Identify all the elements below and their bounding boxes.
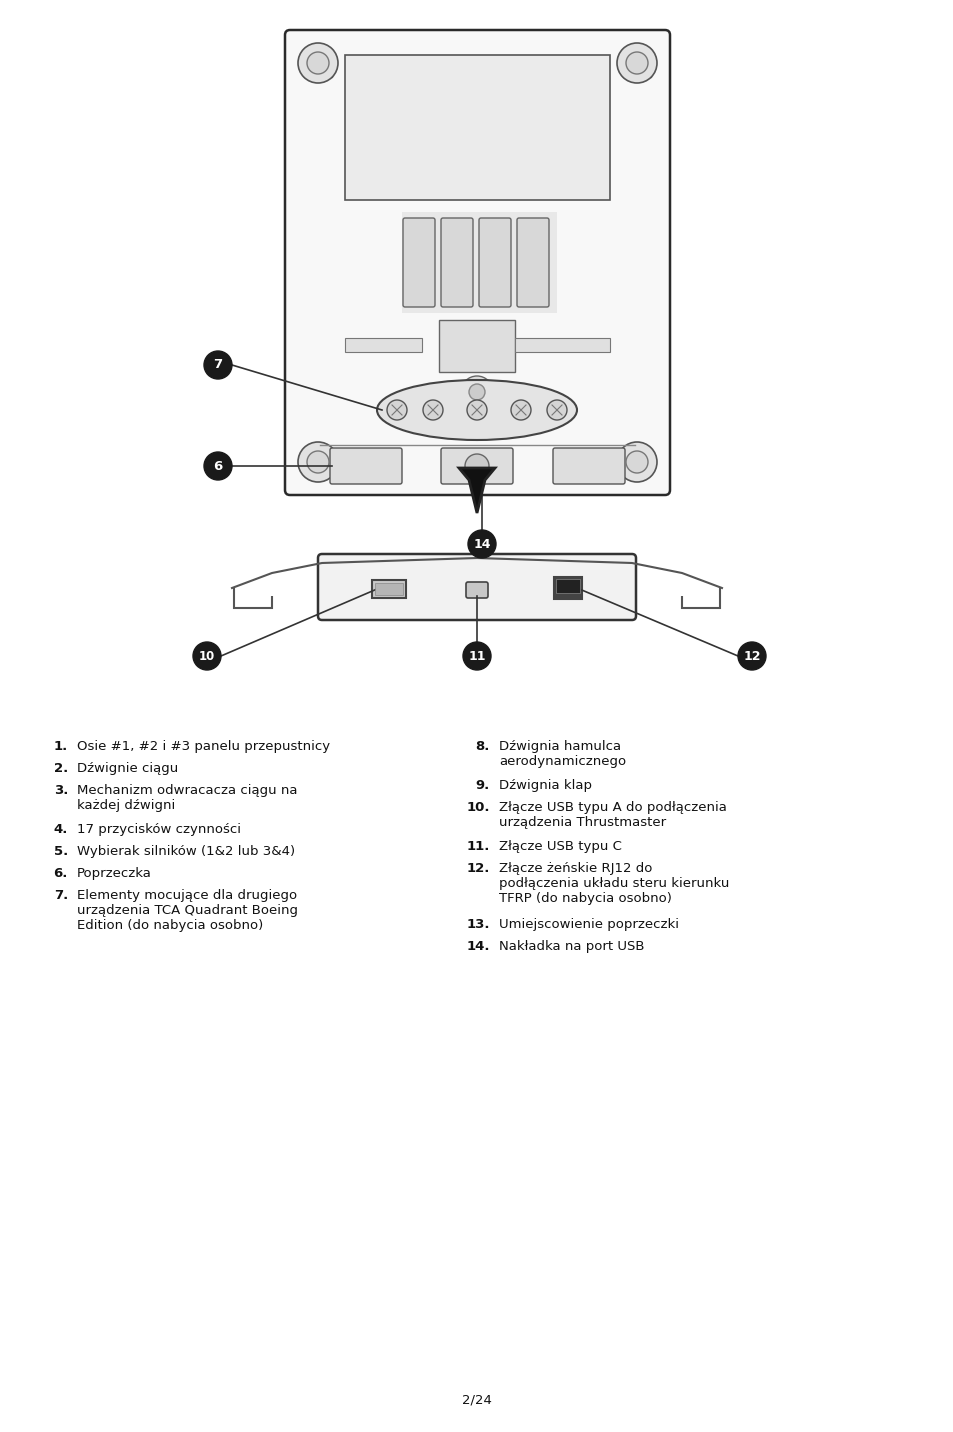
- Text: 7: 7: [213, 358, 222, 371]
- Text: 11: 11: [468, 650, 485, 663]
- Bar: [372, 580, 406, 599]
- Bar: [345, 54, 609, 200]
- Circle shape: [625, 451, 647, 473]
- FancyBboxPatch shape: [440, 218, 473, 306]
- Polygon shape: [458, 468, 495, 513]
- Circle shape: [297, 442, 337, 483]
- FancyBboxPatch shape: [317, 554, 636, 620]
- Text: 6: 6: [213, 460, 222, 473]
- Circle shape: [204, 351, 232, 379]
- Circle shape: [625, 52, 647, 74]
- Text: 17 przycisków czynności: 17 przycisków czynności: [77, 823, 241, 836]
- Circle shape: [511, 400, 531, 420]
- Text: 2.: 2.: [53, 762, 68, 775]
- Text: Poprzeczka: Poprzeczka: [77, 866, 152, 881]
- Text: 4.: 4.: [53, 823, 68, 836]
- Text: 14.: 14.: [466, 939, 490, 954]
- Circle shape: [617, 442, 657, 483]
- Text: Dźwignia hamulca
aerodynamicznego: Dźwignia hamulca aerodynamicznego: [498, 740, 625, 768]
- Text: 1.: 1.: [53, 740, 68, 753]
- FancyBboxPatch shape: [440, 448, 513, 484]
- Circle shape: [467, 400, 486, 420]
- Text: 10.: 10.: [466, 800, 490, 813]
- FancyBboxPatch shape: [517, 218, 548, 306]
- Circle shape: [307, 451, 329, 473]
- Circle shape: [387, 400, 407, 420]
- Text: Osie #1, #2 i #3 panelu przepustnicy: Osie #1, #2 i #3 panelu przepustnicy: [77, 740, 330, 753]
- Circle shape: [462, 642, 491, 670]
- FancyBboxPatch shape: [285, 30, 669, 495]
- Bar: [556, 579, 579, 593]
- Bar: [515, 338, 609, 352]
- Circle shape: [617, 43, 657, 83]
- Text: Wybierak silników (1&2 lub 3&4): Wybierak silników (1&2 lub 3&4): [77, 845, 294, 858]
- Text: 14: 14: [473, 537, 490, 550]
- Text: 6.: 6.: [53, 866, 68, 881]
- Ellipse shape: [376, 379, 577, 440]
- Circle shape: [193, 642, 221, 670]
- Bar: [554, 577, 581, 599]
- Text: 5.: 5.: [53, 845, 68, 858]
- Circle shape: [460, 377, 493, 408]
- Circle shape: [546, 400, 566, 420]
- Text: 12: 12: [742, 650, 760, 663]
- Text: Nakładka na port USB: Nakładka na port USB: [498, 939, 644, 954]
- Text: 8.: 8.: [476, 740, 490, 753]
- Text: Elementy mocujące dla drugiego
urządzenia TCA Quadrant Boeing
Edition (do nabyci: Elementy mocujące dla drugiego urządzeni…: [77, 889, 297, 932]
- Text: 13.: 13.: [466, 918, 490, 931]
- Circle shape: [307, 52, 329, 74]
- Circle shape: [464, 454, 489, 478]
- Text: Złącze żeńskie RJ12 do
podłączenia układu steru kierunku
TFRP (do nabycia osobno: Złącze żeńskie RJ12 do podłączenia układ…: [498, 862, 729, 905]
- FancyBboxPatch shape: [402, 218, 435, 306]
- Text: Mechanizm odwracacza ciągu na
każdej dźwigni: Mechanizm odwracacza ciągu na każdej dźw…: [77, 783, 297, 812]
- Text: Złącze USB typu A do podłączenia
urządzenia Thrustmaster: Złącze USB typu A do podłączenia urządze…: [498, 800, 726, 829]
- Bar: [438, 319, 515, 372]
- Circle shape: [468, 530, 496, 558]
- Text: Umiejscowienie poprzeczki: Umiejscowienie poprzeczki: [498, 918, 679, 931]
- Text: Złącze USB typu C: Złącze USB typu C: [498, 841, 621, 853]
- Text: 3.: 3.: [53, 783, 68, 798]
- Text: 7.: 7.: [53, 889, 68, 902]
- Text: 11.: 11.: [466, 841, 490, 853]
- Circle shape: [422, 400, 442, 420]
- Bar: [345, 338, 421, 352]
- FancyBboxPatch shape: [330, 448, 401, 484]
- Text: Dźwignie ciągu: Dźwignie ciągu: [77, 762, 178, 775]
- Circle shape: [297, 43, 337, 83]
- Circle shape: [738, 642, 765, 670]
- Text: 10: 10: [198, 650, 214, 663]
- FancyBboxPatch shape: [553, 448, 624, 484]
- Text: 2/24: 2/24: [461, 1393, 492, 1406]
- Bar: [622, 49, 650, 77]
- Bar: [304, 49, 332, 77]
- Circle shape: [204, 453, 232, 480]
- Text: Dźwignia klap: Dźwignia klap: [498, 779, 592, 792]
- Circle shape: [469, 384, 484, 400]
- Text: 12.: 12.: [466, 862, 490, 875]
- Bar: [401, 212, 557, 314]
- FancyBboxPatch shape: [465, 581, 488, 599]
- FancyBboxPatch shape: [478, 218, 511, 306]
- Text: 9.: 9.: [476, 779, 490, 792]
- Bar: [375, 583, 402, 596]
